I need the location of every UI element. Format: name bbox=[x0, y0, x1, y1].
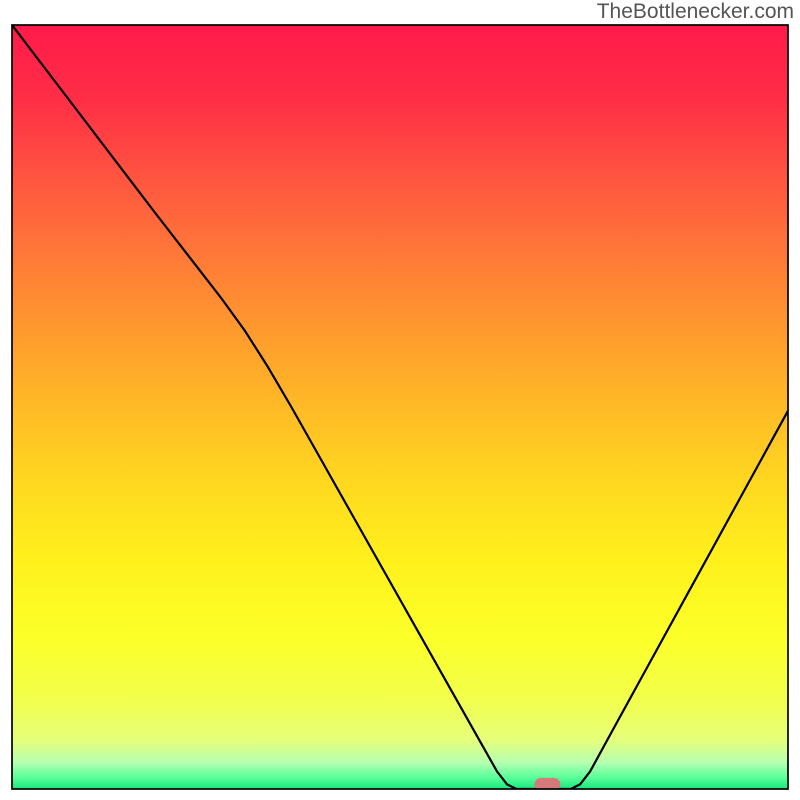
watermark-text: TheBottlenecker.com bbox=[597, 0, 794, 24]
gradient-background bbox=[12, 25, 788, 789]
chart-container: TheBottlenecker.com bbox=[0, 0, 800, 800]
chart-svg bbox=[0, 0, 800, 800]
